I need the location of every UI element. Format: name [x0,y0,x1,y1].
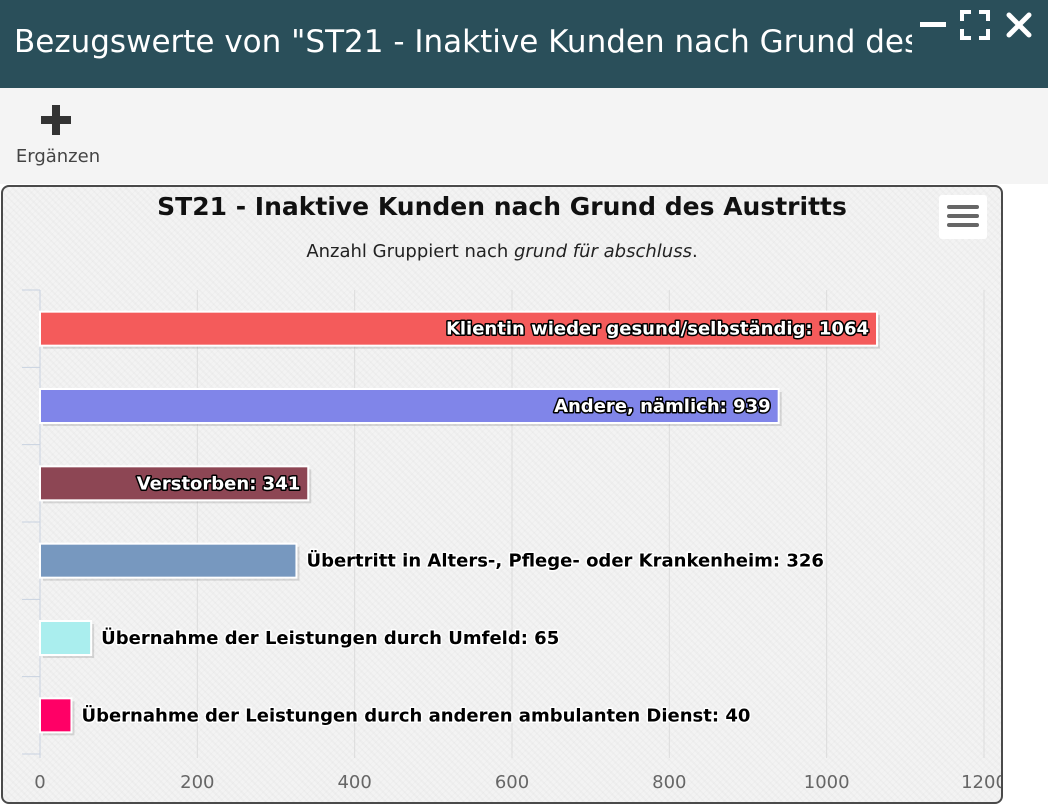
window-titlebar: Bezugswerte von "ST21 - Inaktive Kunden … [0,0,1048,88]
data-label: Andere, nämlich: 939 [554,396,771,417]
chart-subtitle-suffix: . [691,241,698,262]
x-tick-label: 1000 [804,772,850,793]
plus-icon [40,104,72,136]
bar-3 [39,465,310,502]
chart-menu-button[interactable] [939,195,987,239]
bar-5 [39,620,93,656]
data-label: Klientin wieder gesund/selbständig: 1064 [446,319,869,340]
bar-2 [39,388,780,424]
chart-subtitle-grouping: grund für abschluss [513,241,692,262]
data-label: Übernahme der Leistungen durch Umfeld: 6… [101,627,559,649]
x-tick-label: 600 [495,772,529,793]
add-button[interactable]: Ergänzen [10,104,106,168]
x-tick-label: 400 [337,772,371,793]
window-title: Bezugswerte von "ST21 - Inaktive Kunden … [14,24,912,60]
maximize-icon[interactable] [958,8,992,42]
close-icon[interactable] [1002,8,1036,42]
minimize-icon[interactable] [916,8,950,42]
data-label: Übertritt in Alters-, Pflege- oder Krank… [306,550,824,572]
chart-panel: 0 200 400 600 800 1000 1200 Klientin wieder ges… [1,185,1003,804]
bar-4 [39,542,298,579]
chart-subtitle: Anzahl Gruppiert nach grund für abschlus… [3,241,1001,262]
chart-subtitle-prefix: Anzahl Gruppiert nach [306,241,514,262]
bar-1 [39,310,879,347]
x-tick-label: 800 [652,772,686,793]
chart-title: ST21 - Inaktive Kunden nach Grund des Au… [157,192,847,221]
x-tick-label: 200 [180,772,214,793]
data-label: Übernahme der Leistungen durch anderen a… [81,704,750,726]
x-tick-label: 1200 [961,772,1001,793]
add-button-label: Ergänzen [15,146,101,167]
bar-chart: 0 200 400 600 800 1000 1200 Klientin wieder ges… [22,289,1001,793]
data-label: Verstorben: 341 [137,473,301,494]
x-tick-label: 0 [34,772,45,793]
bar-6 [39,697,73,734]
toolbar: Ergänzen [0,88,1048,184]
